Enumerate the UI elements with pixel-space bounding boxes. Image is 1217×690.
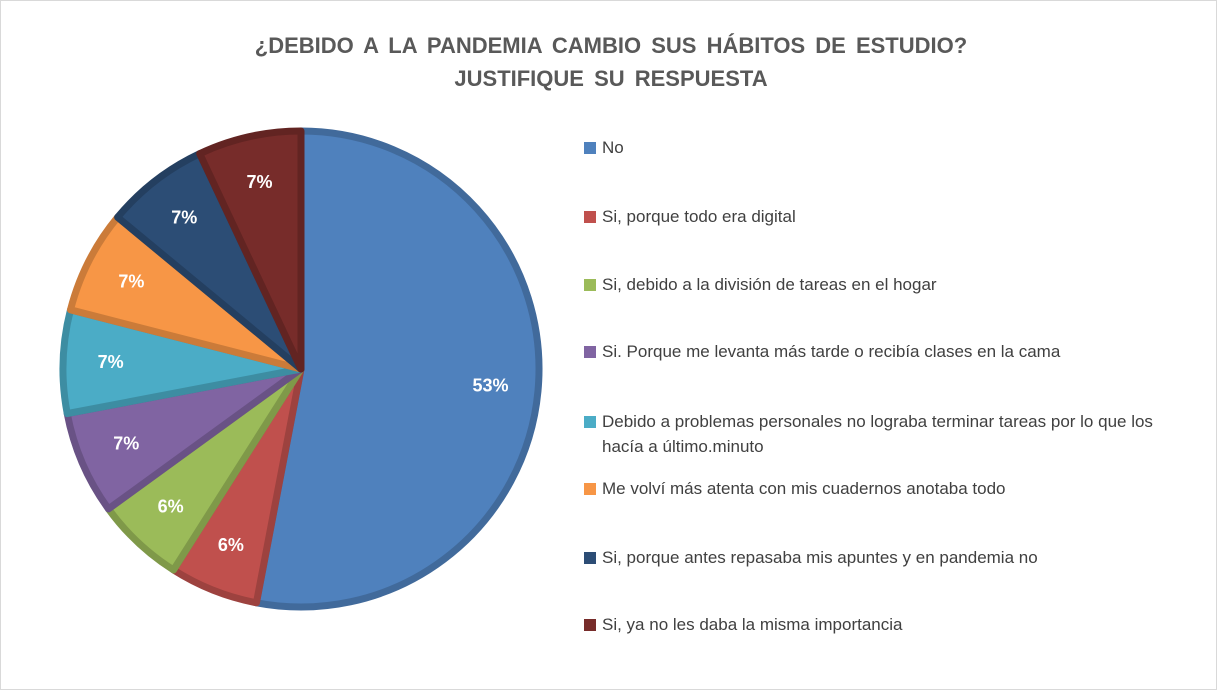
chart-title: ¿DEBIDO A LA PANDEMIA CAMBIO SUS HÁBITOS… <box>254 33 968 91</box>
value-label: 7% <box>118 271 144 291</box>
legend-item: Si. Porque me levanta más tarde o recibí… <box>584 339 1172 364</box>
value-label: 7% <box>113 433 139 453</box>
slice <box>252 127 543 611</box>
legend-swatch <box>584 552 596 564</box>
legend-label: Si, debido a la división de tareas en el… <box>602 275 937 294</box>
legend-item: Si, porque todo era digital <box>584 204 1172 229</box>
legend-item: Si, porque antes repasaba mis apuntes y … <box>584 545 1172 570</box>
value-label: 7% <box>246 172 272 192</box>
legend-label: Me volví más atenta con mis cuadernos an… <box>602 479 1006 498</box>
legend-label: Si, ya no les daba la misma importancia <box>602 615 903 634</box>
slice <box>196 127 305 373</box>
legend-item: Si, debido a la división de tareas en el… <box>584 272 1172 297</box>
legend-item: Debido a problemas personales no lograba… <box>584 409 1172 459</box>
legend-swatch <box>584 346 596 358</box>
legend-label: Si, porque antes repasaba mis apuntes y … <box>602 548 1038 567</box>
value-label: 7% <box>171 207 197 227</box>
value-label: 7% <box>98 352 124 372</box>
legend-label: Si, porque todo era digital <box>602 207 796 226</box>
value-label: 6% <box>158 497 184 517</box>
legend-label: Debido a problemas personales no lograba… <box>602 412 1153 456</box>
legend-swatch <box>584 619 596 631</box>
legend-item: No <box>584 135 1172 160</box>
legend-swatch <box>584 416 596 428</box>
legend-item: Me volví más atenta con mis cuadernos an… <box>584 476 1172 501</box>
legend-label: No <box>602 138 624 157</box>
legend-swatch <box>584 142 596 154</box>
legend-swatch <box>584 279 596 291</box>
legend-swatch <box>584 483 596 495</box>
value-label: 53% <box>473 376 509 396</box>
legend-item: Si, ya no les daba la misma importancia <box>584 612 1172 637</box>
legend-label: Si. Porque me levanta más tarde o recibí… <box>602 342 1061 361</box>
legend-swatch <box>584 211 596 223</box>
value-label: 6% <box>218 535 244 555</box>
